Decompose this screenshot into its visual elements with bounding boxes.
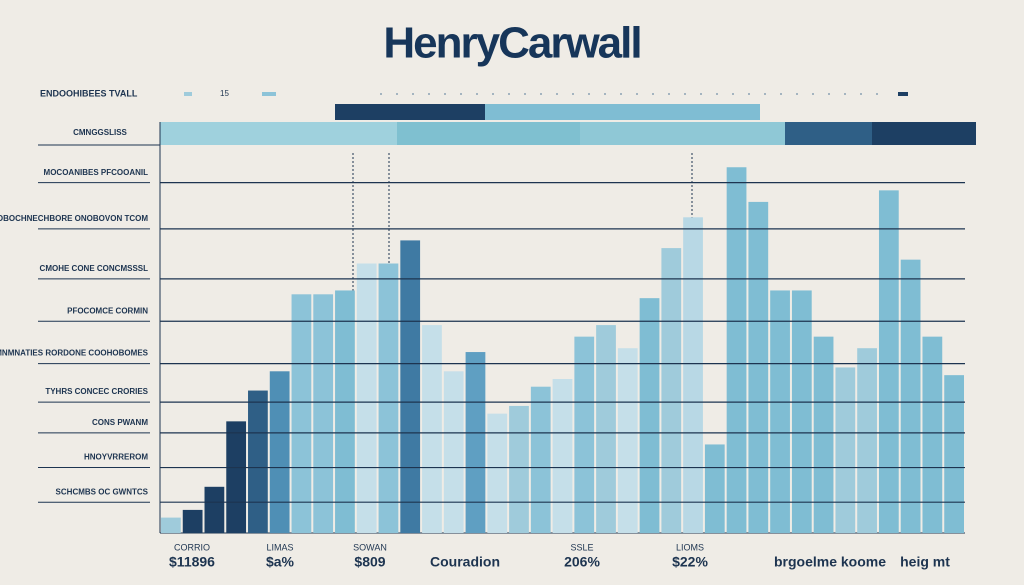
y-tick-label: PFOCOMCE CORMIN	[67, 306, 148, 315]
y-tick-label: CONS PWANM	[92, 418, 148, 427]
bar	[813, 336, 834, 533]
bottom-label: $a%	[266, 554, 295, 570]
bar	[248, 390, 268, 533]
bottom-label: 206%	[564, 554, 600, 570]
bottom-label: $22%	[672, 554, 708, 570]
bar	[748, 201, 769, 533]
bar	[291, 294, 312, 533]
y-tick-label: CMNMNATIES RORDONE COOHOBOMES	[0, 349, 149, 358]
chart-title: HenryCarwall	[383, 19, 640, 68]
y-tick-label: CMOHE CONE CONCMSSSL	[40, 264, 149, 273]
bar	[791, 290, 812, 533]
bar	[182, 509, 203, 533]
y-tick-label: TYHRS CONCEC CRORIES	[45, 387, 148, 396]
bottom-label: brgoelme koome	[774, 554, 886, 570]
bottom-sublabel: SOWAN	[353, 542, 387, 552]
bar	[269, 371, 290, 533]
bar	[726, 167, 747, 533]
top-band	[485, 104, 760, 120]
banner	[160, 122, 397, 145]
bar	[770, 290, 790, 533]
legend-swatch	[262, 92, 276, 96]
bottom-sublabel: SSLE	[570, 542, 593, 552]
bar	[857, 348, 877, 533]
y-tick-label: MOCOANIBES PFCOOANIL	[44, 168, 149, 177]
bar	[574, 336, 595, 533]
bottom-label: heig mt	[900, 554, 950, 570]
bar	[878, 190, 899, 533]
bar	[639, 298, 660, 533]
legend-swatch	[184, 92, 192, 96]
bar	[552, 379, 573, 533]
bar	[900, 259, 921, 533]
top-band	[335, 104, 485, 120]
bar	[335, 290, 355, 533]
banner	[580, 122, 785, 145]
bar	[422, 325, 442, 533]
banner	[872, 122, 976, 145]
bar	[378, 263, 399, 533]
bar	[465, 352, 486, 533]
bottom-label: $809	[354, 554, 385, 570]
bar	[443, 371, 464, 533]
banner	[785, 122, 872, 145]
bar	[661, 248, 682, 533]
bottom-label: Couradion	[430, 554, 500, 570]
y-tick-label: HNOYVRREROM	[84, 453, 148, 462]
header-note: 15	[220, 89, 229, 98]
bottom-sublabel: CORRIO	[174, 542, 210, 552]
bar	[356, 263, 377, 533]
bar	[161, 517, 181, 533]
bar	[400, 240, 421, 533]
bar	[944, 375, 964, 533]
bar	[204, 486, 225, 533]
y-tick-label: SCHCMBS OC GWNTCS	[56, 487, 149, 496]
banner-label: CMNGGSLISS	[73, 128, 127, 137]
bar	[835, 367, 856, 533]
bar	[683, 217, 703, 534]
y-tick-label: DMOBOCHNECHBORE ONOBOVON TCOM	[0, 214, 148, 223]
bottom-sublabel: LIOMS	[676, 542, 704, 552]
bottom-sublabel: LIMAS	[266, 542, 293, 552]
bottom-label: $11896	[169, 554, 215, 570]
bar	[313, 294, 334, 533]
bar	[922, 336, 943, 533]
banner	[397, 122, 580, 145]
bar	[226, 421, 247, 533]
bar	[617, 348, 638, 533]
bar	[596, 325, 616, 533]
bar	[509, 405, 529, 533]
bar	[704, 444, 725, 533]
bar	[530, 386, 551, 533]
bar	[487, 413, 508, 533]
legend-swatch	[898, 92, 908, 96]
header-label: ENDOOHIBEES TVALL	[40, 88, 138, 98]
